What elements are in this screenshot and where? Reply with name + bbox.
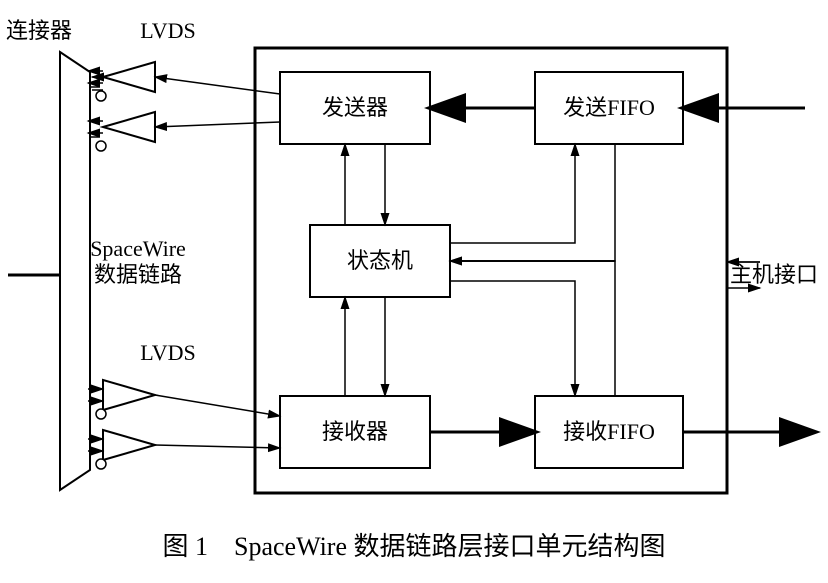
state-label: 状态机: [347, 248, 413, 273]
spw-label1: SpaceWire: [90, 236, 186, 261]
rx-label: 接收器: [322, 419, 388, 444]
caption: 图 1 SpaceWire 数据链路层接口单元结构图: [162, 532, 665, 561]
: [155, 395, 280, 416]
lvds-buffer-1: [103, 112, 155, 142]
host-label: 主机接口: [730, 262, 818, 287]
txfifo-label: 发送FIFO: [563, 95, 655, 120]
connector-label: 连接器: [6, 18, 72, 43]
tx-label: 发送器: [322, 95, 388, 120]
: [155, 122, 280, 127]
connector: [60, 52, 90, 490]
lvds1-label: LVDS: [140, 18, 195, 43]
: [155, 77, 280, 94]
: [155, 445, 280, 448]
lvds-buffer-2: [103, 380, 155, 410]
spw-label2: 数据链路: [94, 262, 182, 287]
lvds-buffer-3: [103, 430, 155, 460]
lvds2-label: LVDS: [140, 340, 195, 365]
rxfifo-label: 接收FIFO: [563, 419, 655, 444]
lvds-buffer-0: [103, 62, 155, 92]
